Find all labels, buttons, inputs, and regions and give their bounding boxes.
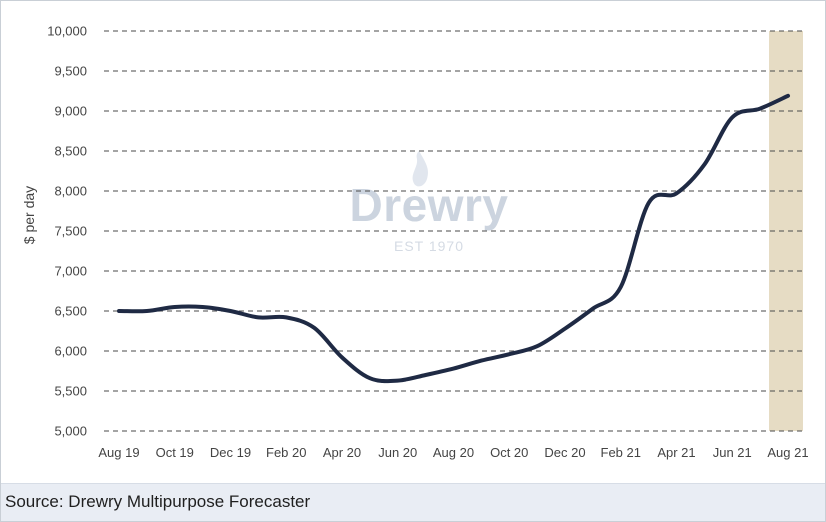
y-tick-label: 9,500 <box>54 64 87 79</box>
y-tick-label: 5,500 <box>54 384 87 399</box>
gridlines <box>104 30 803 432</box>
line-chart: Drewry EST 1970 5,000 5,500 6,000 6,500 7,00… <box>21 24 809 461</box>
y-tick-label: 9,000 <box>54 104 87 119</box>
x-tick-label: Oct 19 <box>156 445 194 460</box>
watermark-brand: Drewry <box>350 179 509 231</box>
y-tick-label: 6,000 <box>54 344 87 359</box>
y-tick-label: 5,000 <box>54 424 87 439</box>
source-bar: Source: Drewry Multipurpose Forecaster <box>1 483 825 521</box>
x-tick-label: Feb 20 <box>266 445 306 460</box>
y-tick-label: 10,000 <box>47 24 87 39</box>
x-tick-label: Jun 21 <box>713 445 752 460</box>
x-tick-label: Dec 20 <box>544 445 585 460</box>
series-line-0 <box>117 93 790 384</box>
x-tick-label: Dec 19 <box>210 445 251 460</box>
series-layer <box>117 93 790 384</box>
x-tick-label: Oct 20 <box>490 445 528 460</box>
x-tick-label: Apr 20 <box>323 445 361 460</box>
x-tick-label: Jun 20 <box>378 445 417 460</box>
x-tick-label: Apr 21 <box>657 445 695 460</box>
y-axis-ticks: 5,000 5,500 6,000 6,500 7,000 7,500 8,000 8,500… <box>47 24 87 439</box>
y-tick-label: 6,500 <box>54 304 87 319</box>
x-tick-label: Aug 21 <box>767 445 808 460</box>
y-axis-title: $ per day <box>21 186 37 244</box>
source-text: Source: Drewry Multipurpose Forecaster <box>5 492 311 511</box>
flame-icon <box>412 151 429 187</box>
y-tick-label: 7,500 <box>54 224 87 239</box>
watermark: Drewry EST 1970 <box>350 151 509 254</box>
y-tick-label: 8,500 <box>54 144 87 159</box>
x-axis-ticks: Aug 19 Oct 19 Dec 19 Feb 20 Apr 20 Jun 20 Aug … <box>98 445 808 460</box>
x-tick-label: Aug 19 <box>98 445 139 460</box>
y-tick-label: 7,000 <box>54 264 87 279</box>
x-tick-label: Feb 21 <box>601 445 641 460</box>
watermark-established: EST 1970 <box>394 238 464 254</box>
y-tick-label: 8,000 <box>54 184 87 199</box>
x-tick-label: Aug 20 <box>433 445 474 460</box>
